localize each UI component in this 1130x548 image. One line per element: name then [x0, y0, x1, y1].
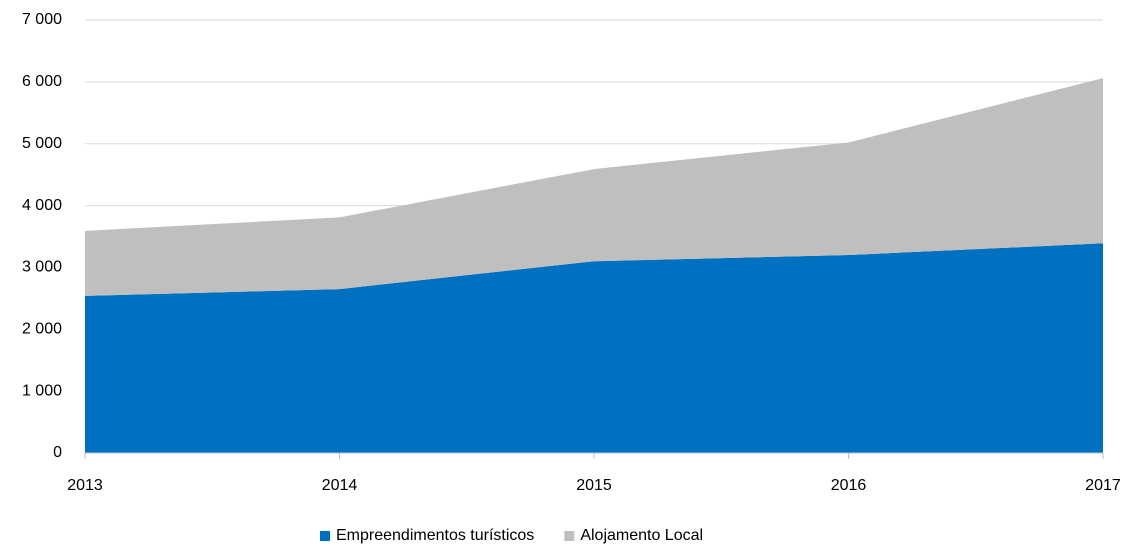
y-tick-label: 3 000 [22, 259, 62, 276]
area [85, 243, 1103, 453]
area [85, 78, 1103, 296]
x-tick-label: 2017 [1085, 477, 1121, 494]
y-tick-label: 4 000 [22, 197, 62, 214]
y-tick-label: 7 000 [22, 11, 62, 28]
y-tick-label: 5 000 [22, 135, 62, 152]
legend-label: Empreendimentos turísticos [336, 527, 534, 544]
x-tick-label: 2013 [67, 477, 103, 494]
x-tick-label: 2014 [322, 477, 358, 494]
y-tick-label: 6 000 [22, 73, 62, 90]
x-tick-label: 2016 [831, 477, 867, 494]
legend-label: Alojamento Local [580, 527, 703, 544]
legend-swatch [564, 531, 575, 541]
y-tick-label: 0 [53, 444, 62, 461]
y-tick-label: 2 000 [22, 321, 62, 338]
y-tick-label: 1 000 [22, 382, 62, 399]
legend-swatch [320, 531, 330, 541]
x-tick-label: 2015 [576, 477, 612, 494]
